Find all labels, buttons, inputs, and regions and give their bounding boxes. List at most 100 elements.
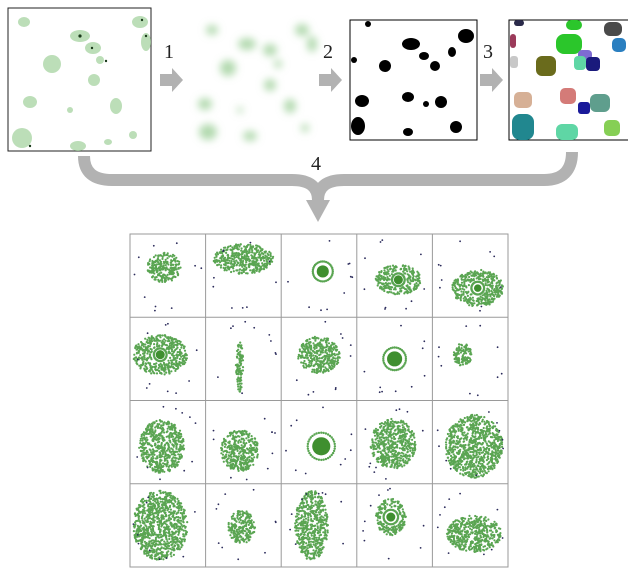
cell-dot <box>315 371 319 374</box>
cell-dot <box>490 273 493 276</box>
cell-dot <box>168 361 171 364</box>
cell-dot <box>452 439 455 442</box>
cell-dot <box>138 347 141 350</box>
cell-ring-dot <box>331 438 335 441</box>
cell-dot <box>241 256 244 259</box>
cell-dot <box>402 461 405 464</box>
cell-dot <box>167 465 170 468</box>
cell-dot <box>330 346 333 350</box>
cell-ring-dot <box>308 438 311 441</box>
cell-dot <box>241 251 245 254</box>
cell-dot <box>411 452 414 455</box>
cell-dot <box>155 446 158 449</box>
cell-dot <box>231 263 234 266</box>
cell-dot <box>469 439 472 442</box>
cell-dot <box>391 264 395 267</box>
boundary-dot <box>438 346 440 349</box>
cell-dot <box>393 266 396 269</box>
cell-dot <box>162 462 165 465</box>
cell-dot <box>406 270 409 273</box>
cell-dot <box>171 263 174 266</box>
cell-dot <box>475 445 478 449</box>
cell-dot <box>148 339 151 342</box>
cell-dot <box>322 346 325 349</box>
cell-dot <box>498 443 501 446</box>
cell-dot <box>242 267 245 270</box>
cell-dot <box>398 435 401 438</box>
cell-dot <box>335 362 338 366</box>
cell-dot <box>229 458 233 461</box>
cell-dot <box>243 429 246 432</box>
cell-dot <box>232 455 235 458</box>
cell-dot <box>226 246 229 249</box>
cell-dot <box>232 453 235 456</box>
cell-dot <box>148 442 151 445</box>
cell-dot <box>389 265 392 268</box>
cell-ring-dot <box>382 359 385 362</box>
cell-dot <box>460 349 464 352</box>
cell-dot <box>384 281 387 285</box>
cell-dot <box>380 271 383 274</box>
cell-dot <box>175 344 178 347</box>
cell-dot <box>139 439 142 442</box>
cell-ring-dot <box>320 458 323 462</box>
cell-dot <box>160 468 163 471</box>
cell-dot <box>452 353 455 357</box>
cell-dot <box>251 460 254 463</box>
boundary-dot <box>266 467 269 470</box>
cell-dot <box>180 441 183 444</box>
cell-dot <box>477 276 480 279</box>
cell-dot <box>390 439 393 442</box>
cell-dot <box>300 351 304 354</box>
cell-dot <box>474 468 477 471</box>
boundary-dot <box>213 276 215 279</box>
cell-dot <box>495 286 499 289</box>
cell-dot <box>325 339 328 342</box>
cell-dot <box>449 440 452 443</box>
cell-dot <box>147 350 150 353</box>
boundary-dot <box>379 241 382 243</box>
boundary-dot <box>410 385 413 388</box>
boundary-dot <box>320 309 322 312</box>
cell-dot <box>325 341 328 344</box>
cell-dot <box>482 270 485 273</box>
cell-ring-dot <box>321 260 324 263</box>
cell-dot <box>142 456 145 459</box>
cell-dot <box>162 252 165 255</box>
cell-dot <box>497 279 500 282</box>
cell-ring-dot <box>311 455 314 458</box>
cell-dot <box>232 451 235 454</box>
cell-dot <box>471 426 474 429</box>
cell-dot <box>159 260 163 263</box>
cell-dot <box>232 443 235 446</box>
cell-dot <box>319 339 323 342</box>
boundary-dot <box>339 463 342 466</box>
cell-dot <box>469 423 472 426</box>
cell-dot <box>161 280 164 283</box>
cell-dot <box>487 451 490 454</box>
cell-dot <box>247 467 250 470</box>
cell-dot <box>229 463 232 467</box>
cell-dot <box>402 426 405 429</box>
cell-dot <box>463 345 466 348</box>
cell-dot <box>464 362 467 365</box>
cell-dot <box>176 367 179 370</box>
cell-dot <box>224 262 227 265</box>
cell-dot <box>448 428 451 431</box>
cell-dot <box>222 460 225 463</box>
cell-dot <box>164 339 167 342</box>
cell-dot <box>462 467 465 470</box>
cell-dot <box>242 270 245 274</box>
cell-dot <box>452 351 456 354</box>
cell-dot <box>160 420 164 423</box>
cell-crop-3 <box>287 240 354 312</box>
cell-dot <box>481 462 484 466</box>
cell-dot <box>452 427 455 430</box>
cell-dot <box>391 452 394 456</box>
cell-dot <box>227 441 230 444</box>
cell-dot <box>182 347 185 350</box>
cell-dot <box>157 447 160 450</box>
cell-dot <box>373 453 376 456</box>
cell-dot <box>142 352 145 355</box>
cell-dot <box>237 345 240 348</box>
